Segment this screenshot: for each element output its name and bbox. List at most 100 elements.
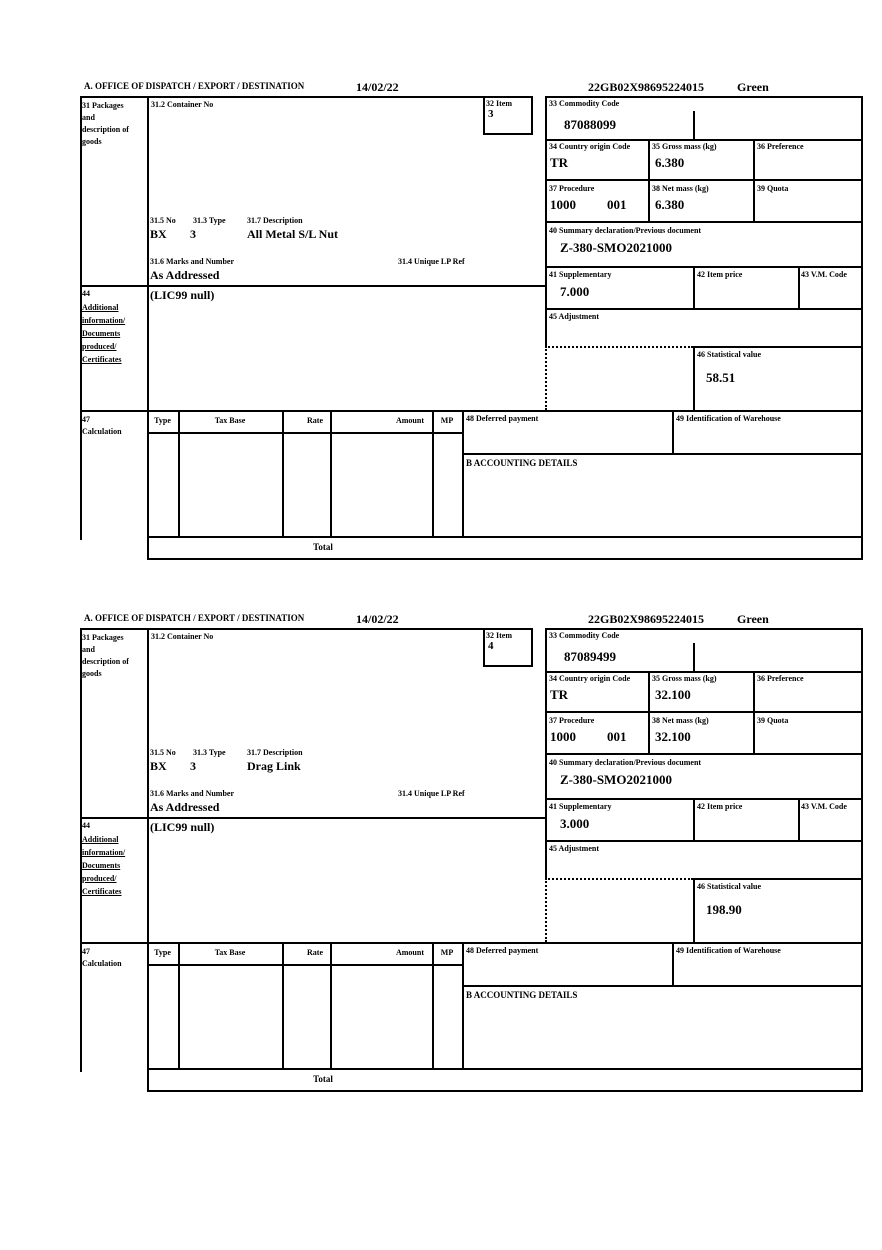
box32-item-label: 32 Item (486, 631, 512, 640)
divider-line (178, 942, 180, 1070)
box31-5-no-label: 31.5 No (150, 748, 176, 757)
goods-description-value: All Metal S/L Nut (247, 227, 339, 241)
divider-line (861, 628, 863, 1072)
box31-5-no-label: 31.5 No (150, 216, 176, 225)
box38-net-mass-value: 6.380 (655, 197, 685, 212)
divider-line (147, 432, 464, 434)
box33-commodity-value: 87088099 (564, 117, 616, 132)
divider-line (462, 453, 863, 455)
box35-gross-mass-value: 6.380 (655, 155, 685, 170)
box46-statistical-value-label: 46 Statistical value (697, 350, 761, 359)
divider-line (545, 221, 863, 223)
box34-origin-value: TR (550, 155, 569, 170)
box36-preference-label: 36 Preference (757, 142, 804, 151)
box32-item-value: 3 (488, 108, 494, 120)
divider-line (80, 410, 863, 412)
box34-origin-label: 34 Country origin Code (549, 674, 631, 683)
total-label: Total (313, 1074, 333, 1084)
sad-continuation-form-1: A. OFFICE OF DISPATCH / EXPORT / DESTINA… (0, 80, 882, 562)
sad-continuation-form-2: A. OFFICE OF DISPATCH / EXPORT / DESTINA… (0, 612, 882, 1094)
box36-preference-label: 36 Preference (757, 674, 804, 683)
box38-net-mass-value: 32.100 (655, 729, 691, 744)
divider-line (545, 628, 863, 630)
tax-amount-column-header: Amount (395, 948, 424, 957)
divider-line (672, 942, 674, 987)
divider-line (648, 671, 650, 755)
additional-info-value: (LIC99 null) (150, 288, 215, 302)
box31-2-container-label: 31.2 Container No (151, 100, 214, 109)
box44-number-label: 44 (82, 289, 90, 298)
accounting-details-label: B ACCOUNTING DETAILS (466, 458, 578, 468)
box46-statistical-value: 58.51 (706, 370, 736, 385)
box35-gross-mass-label: 35 Gross mass (kg) (652, 142, 717, 151)
divider-line (330, 410, 332, 538)
divider-line (80, 817, 547, 819)
divider-line (432, 410, 434, 538)
divider-line (545, 266, 863, 268)
divider-line (545, 711, 863, 713)
box31-4-unique-lp-ref-label: 31.4 Unique LP Ref (398, 789, 465, 798)
office-of-dispatch-label: A. OFFICE OF DISPATCH / EXPORT / DESTINA… (84, 613, 305, 623)
divider-line (753, 671, 755, 755)
box47-calculation-label: 47 Calculation (82, 415, 122, 436)
divider-line (80, 96, 485, 98)
divider-line (462, 410, 464, 538)
box37-procedure-value-2: 001 (607, 197, 627, 212)
box40-previous-document-label: 40 Summary declaration/Previous document (549, 758, 702, 767)
divider-line (483, 96, 533, 98)
divider-line (693, 878, 863, 880)
accounting-details-label: B ACCOUNTING DETAILS (466, 990, 578, 1000)
box40-previous-document-label: 40 Summary declaration/Previous document (549, 226, 702, 235)
box47-calculation-label: 47 Calculation (82, 947, 122, 968)
divider-line (147, 964, 464, 966)
box38-net-mass-label: 38 Net mass (kg) (652, 184, 709, 193)
divider-line (483, 133, 533, 135)
box41-supplementary-value: 7.000 (560, 284, 590, 299)
box49-warehouse-label: 49 Identification of Warehouse (676, 946, 781, 955)
divider-line (432, 942, 434, 1070)
tax-base-column-header: Tax Base (214, 416, 246, 425)
box37-procedure-value-2: 001 (607, 729, 627, 744)
box31-6-marks-label: 31.6 Marks and Number (150, 257, 235, 266)
box45-adjustment-label: 45 Adjustment (549, 312, 600, 321)
divider-line (693, 266, 695, 310)
divider-line (798, 798, 800, 842)
tax-rate-column-header: Rate (307, 416, 323, 425)
divider-line (545, 139, 863, 141)
box31-6-marks-label: 31.6 Marks and Number (150, 789, 235, 798)
divider-line (545, 753, 863, 755)
divider-line (147, 628, 149, 944)
divider-line (282, 410, 284, 538)
box46-statistical-value: 198.90 (706, 902, 742, 917)
dotted-divider-line (545, 346, 547, 410)
box46-statistical-value-label: 46 Statistical value (697, 882, 761, 891)
divider-line (693, 346, 863, 348)
box31-3-type-label: 31.3 Type (193, 216, 226, 225)
box41-supplementary-label: 41 Supplementary (549, 270, 612, 279)
tax-mp-column-header: MP (440, 948, 454, 957)
divider-line (798, 266, 800, 310)
box44-additional-info-label: Additional information/ Documents produc… (82, 303, 126, 364)
divider-line (693, 111, 695, 141)
tax-type-column-header: Type (154, 416, 171, 425)
box39-quota-label: 39 Quota (757, 716, 789, 725)
box40-previous-document-value: Z-380-SMO2021000 (560, 772, 672, 787)
divider-line (545, 840, 863, 842)
package-code-value: BX (150, 227, 167, 241)
divider-line (545, 671, 863, 673)
box39-quota-label: 39 Quota (757, 184, 789, 193)
routing-status: Green (737, 612, 769, 626)
box33-commodity-value: 87089499 (564, 649, 616, 664)
divider-line (693, 878, 695, 944)
box31-4-unique-lp-ref-label: 31.4 Unique LP Ref (398, 257, 465, 266)
additional-info-value: (LIC99 null) (150, 820, 215, 834)
total-box (147, 1068, 863, 1092)
divider-line (483, 628, 485, 667)
divider-line (80, 942, 863, 944)
divider-line (531, 628, 533, 667)
box38-net-mass-label: 38 Net mass (kg) (652, 716, 709, 725)
declaration-date: 14/02/22 (356, 80, 399, 94)
box32-item-label: 32 Item (486, 99, 512, 108)
box48-deferred-payment-label: 48 Deferred payment (466, 946, 539, 955)
